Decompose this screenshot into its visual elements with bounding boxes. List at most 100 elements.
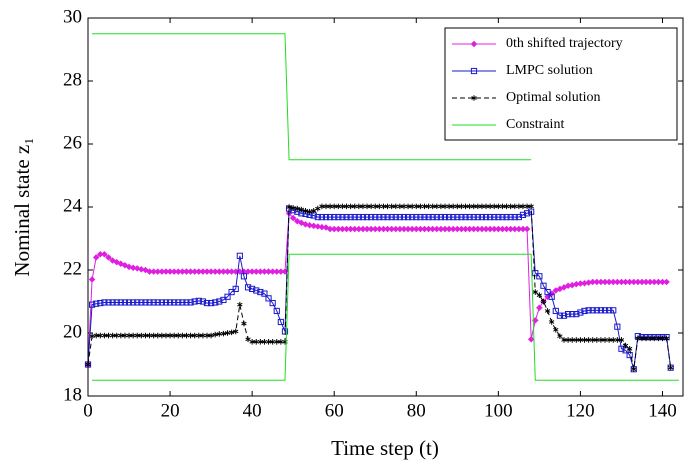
- square-marker: [195, 297, 202, 304]
- x-tick-label: 140: [648, 400, 677, 421]
- legend-label: LMPC solution: [506, 63, 593, 78]
- y-tick-label: 26: [63, 132, 82, 153]
- square-marker: [380, 213, 387, 221]
- square-marker: [487, 213, 494, 221]
- square-marker: [335, 213, 342, 221]
- square-marker: [446, 213, 453, 221]
- legend-label: 0th shifted trajectory: [506, 36, 623, 51]
- square-marker: [359, 213, 367, 221]
- square-marker: [548, 293, 555, 300]
- diamond-marker: [318, 223, 326, 231]
- diamond-marker: [306, 221, 313, 229]
- square-marker: [199, 298, 206, 305]
- diamond-marker: [101, 250, 108, 258]
- square-marker: [232, 285, 239, 292]
- square-marker: [606, 307, 613, 314]
- square-marker: [142, 299, 149, 306]
- star-marker: [532, 289, 538, 295]
- square-marker: [618, 345, 625, 352]
- star-marker: [302, 207, 309, 214]
- square-marker: [470, 213, 477, 221]
- square-marker: [368, 213, 375, 221]
- square-marker: [154, 299, 161, 306]
- square-marker: [212, 299, 219, 306]
- square-marker: [372, 213, 379, 221]
- square-marker: [138, 299, 145, 306]
- square-marker: [117, 299, 124, 306]
- square-marker: [519, 211, 527, 218]
- square-marker: [183, 299, 190, 306]
- diamond-marker: [470, 40, 478, 48]
- x-tick-label: 0: [83, 400, 93, 421]
- square-marker: [273, 307, 280, 315]
- square-marker: [478, 213, 486, 221]
- square-marker: [396, 213, 403, 221]
- square-marker: [101, 299, 108, 306]
- square-marker: [93, 300, 100, 307]
- star-marker: [631, 366, 637, 373]
- star-marker: [618, 337, 625, 343]
- square-marker: [220, 296, 227, 304]
- square-marker: [228, 288, 235, 296]
- y-tick-label: 22: [63, 258, 82, 279]
- square-marker: [470, 67, 478, 75]
- square-marker: [466, 213, 473, 221]
- square-marker: [556, 312, 563, 319]
- square-marker: [322, 213, 330, 221]
- y-axis-label: Nominal state z₁: [10, 137, 34, 276]
- square-marker: [89, 301, 96, 308]
- square-marker: [327, 213, 334, 221]
- star-marker: [245, 336, 251, 343]
- square-marker: [269, 299, 276, 307]
- star-marker: [237, 301, 243, 308]
- square-marker: [187, 299, 194, 306]
- square-marker: [216, 298, 223, 305]
- square-marker: [413, 213, 420, 221]
- square-marker: [166, 299, 174, 306]
- square-marker: [105, 299, 112, 306]
- square-marker: [113, 299, 120, 306]
- y-tick-label: 30: [63, 6, 82, 27]
- square-marker: [437, 213, 444, 221]
- x-axis-label: Time step (t): [331, 436, 439, 460]
- square-marker: [347, 213, 354, 221]
- x-tick-label: 60: [325, 400, 344, 421]
- square-marker: [240, 273, 248, 280]
- y-tick-label: 18: [63, 384, 82, 405]
- square-marker: [495, 213, 502, 221]
- star-marker: [224, 330, 231, 336]
- square-marker: [97, 299, 104, 307]
- square-marker: [544, 288, 551, 296]
- square-marker: [569, 311, 576, 318]
- square-marker: [482, 213, 490, 221]
- square-marker: [355, 213, 362, 221]
- square-marker: [511, 213, 518, 221]
- square-marker: [191, 298, 198, 305]
- diamond-marker: [293, 217, 301, 225]
- square-marker: [392, 213, 399, 221]
- diamond-marker: [88, 276, 96, 283]
- square-marker: [249, 285, 256, 292]
- square-marker: [339, 213, 346, 221]
- x-tick-label: 120: [566, 400, 595, 421]
- square-marker: [573, 311, 580, 318]
- diamond-marker: [527, 335, 535, 343]
- square-marker: [109, 299, 116, 306]
- x-tick-label: 40: [243, 400, 262, 421]
- series-line: [92, 33, 679, 381]
- square-marker: [179, 299, 186, 306]
- star-marker: [220, 330, 227, 337]
- star-marker: [549, 319, 555, 325]
- diamond-marker: [92, 254, 100, 261]
- star-marker: [544, 308, 551, 314]
- diamond-marker: [302, 220, 309, 228]
- square-marker: [536, 273, 543, 280]
- legend: 0th shifted trajectory LMPC solution Optim…: [444, 27, 678, 141]
- square-marker: [503, 213, 510, 221]
- square-marker: [610, 307, 617, 314]
- diamond-marker: [137, 266, 145, 273]
- star-marker: [208, 332, 214, 339]
- star-marker: [668, 364, 674, 371]
- star-marker: [557, 333, 563, 339]
